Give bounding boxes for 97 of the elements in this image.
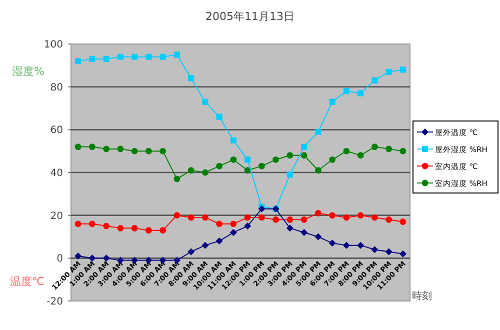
- point: [202, 242, 209, 249]
- point: [174, 212, 180, 219]
- point: [372, 77, 378, 84]
- y-tick-label: 20: [50, 210, 63, 222]
- point: [145, 227, 152, 234]
- point: [329, 98, 336, 105]
- y-tick-label: 100: [44, 40, 63, 50]
- point: [400, 218, 406, 225]
- point: [174, 176, 180, 182]
- point: [400, 148, 406, 154]
- point: [103, 222, 110, 230]
- point: [371, 144, 378, 150]
- point: [216, 238, 223, 245]
- point: [74, 220, 82, 228]
- point: [399, 250, 406, 258]
- y-tick-label: 60: [50, 125, 63, 136]
- point: [400, 66, 406, 73]
- point: [358, 90, 364, 96]
- point: [117, 224, 124, 232]
- point: [329, 212, 336, 219]
- point: [131, 148, 138, 154]
- point: [103, 56, 110, 62]
- point: [272, 156, 280, 163]
- text: 湿度%: [12, 65, 44, 78]
- point: [315, 128, 322, 135]
- point: [160, 227, 166, 234]
- point: [371, 246, 378, 254]
- point: [230, 156, 237, 163]
- y-axis-title: 温度℃: [10, 275, 44, 288]
- x-axis-title: 時刻: [412, 290, 432, 302]
- point: [357, 242, 364, 249]
- point: [188, 167, 194, 174]
- point: [188, 75, 194, 82]
- point: [300, 228, 308, 236]
- point: [244, 167, 251, 174]
- point: [216, 162, 223, 170]
- point: [230, 220, 237, 228]
- point: [329, 156, 336, 163]
- point: [160, 148, 166, 154]
- point: [202, 98, 208, 105]
- point: [314, 210, 322, 216]
- point: [117, 146, 124, 152]
- point: [230, 228, 237, 236]
- point: [74, 252, 82, 260]
- point: [386, 68, 392, 75]
- y-tick-label: 40: [50, 168, 63, 179]
- point: [244, 214, 251, 221]
- point: [174, 52, 180, 58]
- point: [357, 152, 364, 159]
- point: [314, 233, 322, 240]
- point: [188, 248, 195, 256]
- point: [343, 214, 350, 221]
- point: [386, 216, 392, 223]
- point: [202, 169, 208, 176]
- point: [300, 152, 308, 159]
- point: [88, 144, 96, 150]
- point: [216, 114, 222, 120]
- point: [88, 220, 96, 228]
- point: [343, 148, 350, 154]
- point: [272, 216, 280, 223]
- point: [188, 214, 194, 221]
- point: [89, 56, 96, 62]
- point: [301, 144, 308, 150]
- point: [103, 146, 110, 152]
- point: [145, 148, 152, 154]
- point: [244, 156, 251, 163]
- y-tick-label: 80: [50, 82, 63, 94]
- point: [386, 146, 392, 152]
- point: [258, 205, 266, 212]
- point: [286, 152, 294, 159]
- point: [202, 214, 208, 221]
- y-tick-label: 0: [56, 254, 63, 265]
- point: [343, 88, 350, 94]
- point: [300, 216, 308, 223]
- point: [357, 212, 364, 219]
- point: [385, 248, 392, 256]
- chart-title: 2005年11月13日: [206, 10, 294, 23]
- point: [328, 240, 336, 247]
- point: [314, 167, 322, 174]
- point: [342, 242, 350, 249]
- point: [230, 137, 236, 144]
- point: [258, 162, 265, 170]
- point: [117, 54, 124, 60]
- point: [286, 224, 294, 232]
- y-tick-label: -20: [46, 296, 63, 308]
- point: [286, 216, 294, 223]
- point: [132, 54, 138, 60]
- point: [131, 224, 138, 232]
- point: [75, 58, 82, 64]
- point: [160, 54, 166, 60]
- point: [286, 172, 293, 178]
- point: [258, 214, 265, 221]
- point: [371, 214, 378, 221]
- point: [74, 144, 82, 150]
- point: [244, 222, 252, 230]
- point: [216, 220, 223, 228]
- point: [146, 54, 152, 60]
